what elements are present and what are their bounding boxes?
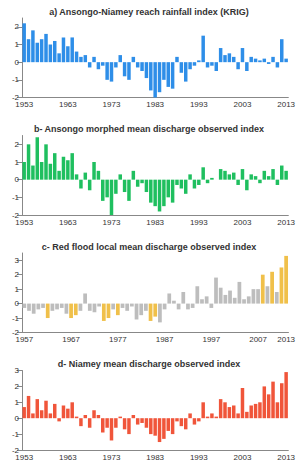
svg-text:0: 0 <box>15 58 20 67</box>
svg-text:2003: 2003 <box>234 218 252 227</box>
svg-text:1953: 1953 <box>15 218 33 227</box>
svg-text:1963: 1963 <box>59 100 77 109</box>
svg-text:-2: -2 <box>11 445 19 455</box>
svg-text:1997: 1997 <box>202 335 220 344</box>
svg-text:2007: 2007 <box>249 335 267 344</box>
svg-text:1953: 1953 <box>15 453 33 462</box>
svg-text:1983: 1983 <box>146 453 164 462</box>
svg-text:0: 0 <box>15 175 20 184</box>
svg-text:2003: 2003 <box>234 453 252 462</box>
svg-text:1973: 1973 <box>103 453 121 462</box>
svg-text:1993: 1993 <box>190 100 208 109</box>
svg-text:1973: 1973 <box>103 218 121 227</box>
svg-text:1987: 1987 <box>156 335 174 344</box>
svg-text:3: 3 <box>15 366 20 375</box>
svg-text:1: 1 <box>15 398 20 407</box>
svg-text:1983: 1983 <box>146 218 164 227</box>
svg-text:1973: 1973 <box>103 100 121 109</box>
svg-text:-2: -2 <box>11 328 19 337</box>
svg-text:-1: -1 <box>12 314 20 323</box>
svg-text:1: 1 <box>15 158 20 167</box>
svg-text:2013: 2013 <box>277 100 295 109</box>
svg-text:3: 3 <box>15 256 20 265</box>
svg-text:-1: -1 <box>12 193 20 202</box>
svg-text:1: 1 <box>15 40 20 49</box>
svg-text:-1: -1 <box>12 75 20 84</box>
svg-text:2: 2 <box>15 140 20 149</box>
svg-text:a) Ansongo-Niamey reach rainfa: a) Ansongo-Niamey reach rainfall index (… <box>49 7 249 17</box>
svg-text:d- Niamey mean discharge obser: d- Niamey mean discharge observed index <box>58 359 241 369</box>
svg-text:-2: -2 <box>11 210 19 220</box>
svg-text:1993: 1993 <box>190 453 208 462</box>
svg-text:1977: 1977 <box>109 335 127 344</box>
svg-text:b- Ansongo morphed mean discha: b- Ansongo morphed mean discharge observ… <box>34 124 264 134</box>
svg-text:2: 2 <box>15 270 20 279</box>
svg-text:1963: 1963 <box>59 218 77 227</box>
svg-text:1967: 1967 <box>62 335 80 344</box>
svg-text:1953: 1953 <box>15 100 33 109</box>
svg-text:2: 2 <box>15 382 20 391</box>
svg-text:2013: 2013 <box>277 218 295 227</box>
svg-text:1993: 1993 <box>190 218 208 227</box>
svg-text:2013: 2013 <box>277 453 295 462</box>
svg-text:2003: 2003 <box>234 100 252 109</box>
svg-text:0: 0 <box>15 414 20 423</box>
svg-text:1963: 1963 <box>59 453 77 462</box>
svg-text:2: 2 <box>15 22 20 31</box>
svg-text:1: 1 <box>15 285 20 294</box>
svg-text:1983: 1983 <box>146 100 164 109</box>
svg-text:-1: -1 <box>12 430 20 439</box>
svg-text:-2: -2 <box>11 93 19 102</box>
svg-text:0: 0 <box>15 299 20 308</box>
svg-text:1957: 1957 <box>15 335 33 344</box>
svg-text:c- Red flood local mean discha: c- Red flood local mean discharge observ… <box>42 242 257 252</box>
svg-text:2013: 2013 <box>277 335 295 344</box>
